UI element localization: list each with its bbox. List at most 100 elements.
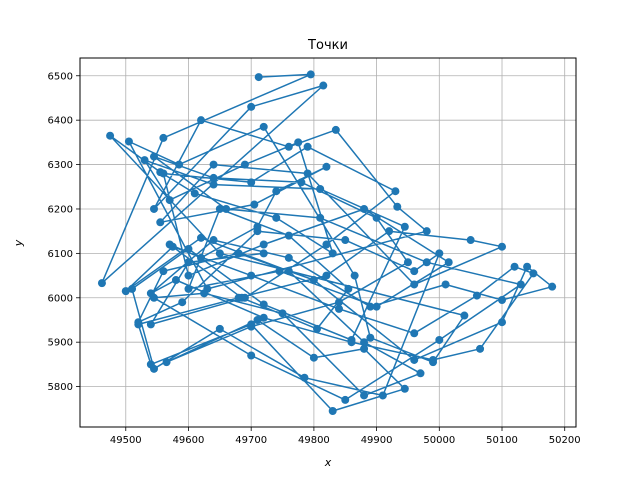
data-point xyxy=(303,142,312,151)
data-point xyxy=(372,302,381,311)
data-point xyxy=(410,355,419,364)
data-point xyxy=(121,287,130,296)
data-point xyxy=(275,267,284,276)
data-point xyxy=(360,344,369,353)
data-point xyxy=(209,180,218,189)
data-point xyxy=(284,267,293,276)
data-point xyxy=(149,152,158,161)
data-point xyxy=(322,271,331,280)
data-point xyxy=(498,296,507,305)
data-point xyxy=(146,320,155,329)
chart-title: Точки xyxy=(307,38,348,53)
y-tick-label: 6300 xyxy=(48,160,73,171)
x-tick-label: 49900 xyxy=(361,435,393,446)
x-tick-label: 50000 xyxy=(423,435,455,446)
data-point xyxy=(209,160,218,169)
data-point xyxy=(334,298,343,307)
data-point xyxy=(259,300,268,309)
data-point xyxy=(366,333,375,342)
data-point xyxy=(300,373,309,382)
data-point xyxy=(510,262,519,271)
data-point xyxy=(366,302,375,311)
data-point xyxy=(385,227,394,236)
data-point xyxy=(278,309,287,318)
data-point xyxy=(316,184,325,193)
data-point xyxy=(516,280,525,289)
data-point xyxy=(400,222,409,231)
data-point xyxy=(422,227,431,236)
data-point xyxy=(209,173,218,182)
data-point xyxy=(253,315,262,324)
data-point xyxy=(149,293,158,302)
data-point xyxy=(259,313,268,322)
data-point xyxy=(360,204,369,213)
data-point xyxy=(159,169,168,178)
data-point xyxy=(328,407,337,416)
data-point xyxy=(400,384,409,393)
data-point xyxy=(159,133,168,142)
data-point xyxy=(466,236,475,245)
data-point xyxy=(146,360,155,369)
data-point xyxy=(372,213,381,222)
data-point xyxy=(529,269,538,278)
x-tick-label: 49800 xyxy=(298,435,330,446)
y-tick-label: 6100 xyxy=(48,249,73,260)
data-point xyxy=(247,102,256,111)
data-point xyxy=(341,395,350,404)
data-point xyxy=(165,240,174,249)
data-point xyxy=(149,204,158,213)
data-point xyxy=(272,187,281,196)
data-point xyxy=(498,318,507,327)
y-tick-label: 6400 xyxy=(48,116,73,127)
data-point xyxy=(309,353,318,362)
data-point xyxy=(134,320,143,329)
data-point xyxy=(548,282,557,291)
ticks: 49500 49600 49700 49800 49900 50000 50100 50200… xyxy=(48,71,581,446)
y-tick-label: 5900 xyxy=(48,338,73,349)
data-point xyxy=(124,137,133,146)
y-tick-label: 6200 xyxy=(48,204,73,215)
data-point xyxy=(319,81,328,90)
data-point xyxy=(328,249,337,258)
data-point xyxy=(435,249,444,258)
data-point xyxy=(347,338,356,347)
data-point xyxy=(393,202,402,211)
data-point xyxy=(322,240,331,249)
data-point xyxy=(97,279,106,288)
data-point xyxy=(197,233,206,242)
data-point xyxy=(197,116,206,125)
data-point xyxy=(435,335,444,344)
data-point xyxy=(391,187,400,196)
x-tick-label: 49700 xyxy=(235,435,267,446)
data-point xyxy=(259,249,268,258)
data-point xyxy=(215,204,224,213)
data-point xyxy=(523,262,532,271)
data-point xyxy=(200,289,209,298)
data-point xyxy=(410,267,419,276)
data-point xyxy=(197,253,206,262)
data-point xyxy=(472,291,481,300)
data-point xyxy=(341,236,350,245)
data-point xyxy=(378,391,387,400)
data-point xyxy=(247,351,256,360)
y-tick-label: 5800 xyxy=(48,382,73,393)
data-point xyxy=(334,304,343,313)
data-point xyxy=(175,160,184,169)
plot-area xyxy=(97,70,557,416)
data-point xyxy=(215,249,224,258)
x-tick-label: 49600 xyxy=(173,435,205,446)
data-point xyxy=(303,169,312,178)
data-point xyxy=(254,73,263,82)
data-point xyxy=(190,189,199,198)
y-axis-label: y xyxy=(12,239,25,247)
data-point xyxy=(240,160,249,169)
data-point xyxy=(247,271,256,280)
data-point xyxy=(240,293,249,302)
data-point xyxy=(215,324,224,333)
data-point xyxy=(178,298,187,307)
x-tick-label: 50200 xyxy=(549,435,581,446)
data-point xyxy=(165,196,174,205)
x-tick-label: 50100 xyxy=(486,435,518,446)
data-point xyxy=(253,222,262,231)
